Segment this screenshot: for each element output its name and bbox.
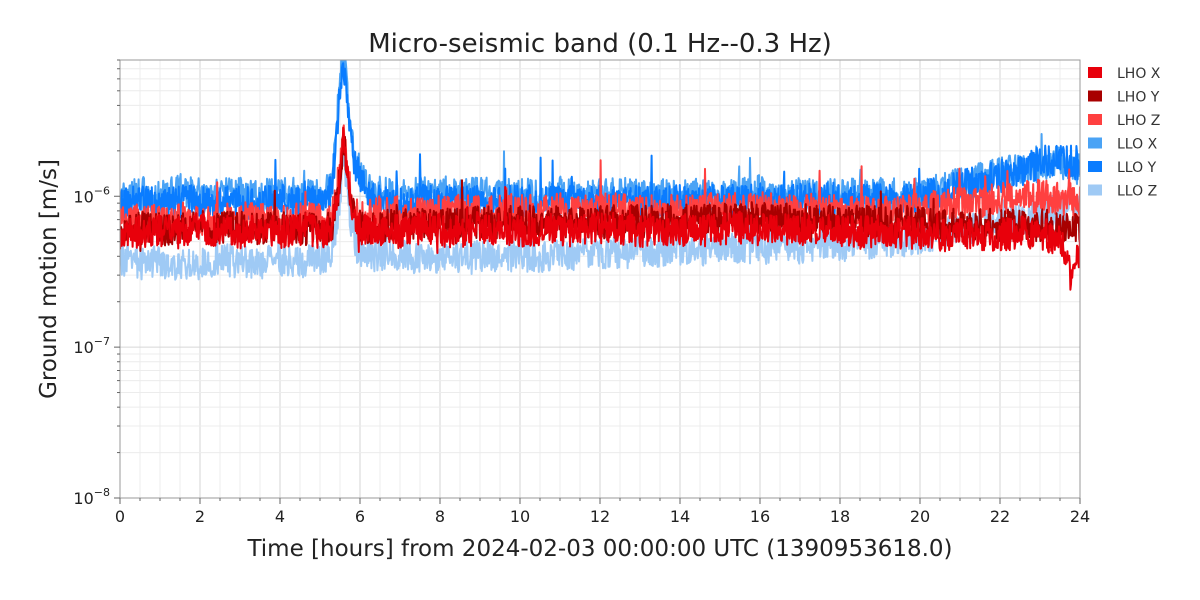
legend-swatch bbox=[1088, 161, 1102, 172]
legend-label: LHO Z bbox=[1117, 113, 1160, 129]
legend-label: LHO X bbox=[1117, 66, 1161, 82]
x-tick-label: 22 bbox=[990, 507, 1010, 526]
legend-label: LLO Y bbox=[1117, 160, 1157, 176]
x-tick-label: 20 bbox=[910, 507, 930, 526]
legend-swatch bbox=[1088, 137, 1102, 149]
legend-label: LLO X bbox=[1117, 137, 1158, 153]
x-tick-label: 2 bbox=[195, 507, 205, 526]
x-tick-label: 14 bbox=[670, 507, 690, 526]
legend-swatch bbox=[1088, 67, 1102, 78]
x-tick-label: 0 bbox=[115, 507, 125, 526]
x-tick-label: 6 bbox=[355, 507, 365, 526]
legend-swatch bbox=[1088, 114, 1102, 125]
x-tick-label: 4 bbox=[275, 507, 285, 526]
x-tick-label: 12 bbox=[590, 507, 610, 526]
x-tick-label: 18 bbox=[830, 507, 850, 526]
x-tick-label: 16 bbox=[750, 507, 770, 526]
x-axis: 0 2 4 6 8 10 12 14 16 18 20 22 24 bbox=[115, 498, 1090, 526]
x-tick-label: 10 bbox=[510, 507, 530, 526]
series-line-lho-x bbox=[120, 126, 1080, 291]
y-axis: 10−8 10−7 10−6 bbox=[73, 59, 120, 508]
x-tick-label: 8 bbox=[435, 507, 445, 526]
chart-title: Micro-seismic band (0.1 Hz--0.3 Hz) bbox=[368, 29, 832, 59]
y-tick-label: 10−6 bbox=[73, 184, 110, 206]
legend: LHO X LHO Y LHO Z LLO X LLO Y LLO Z bbox=[1088, 66, 1161, 200]
y-axis-label: Ground motion [m/s] bbox=[36, 159, 62, 399]
grid bbox=[119, 59, 1081, 499]
x-axis-label: Time [hours] from 2024-02-03 00:00:00 UT… bbox=[246, 536, 952, 562]
y-tick-label: 10−8 bbox=[73, 486, 110, 508]
legend-label: LHO Y bbox=[1117, 90, 1160, 106]
legend-swatch bbox=[1088, 90, 1102, 102]
y-tick-label: 10−7 bbox=[73, 335, 110, 357]
legend-label: LLO Z bbox=[1117, 184, 1157, 200]
series-group bbox=[120, 60, 1080, 291]
x-tick-label: 24 bbox=[1070, 507, 1090, 526]
legend-swatch bbox=[1088, 184, 1102, 196]
